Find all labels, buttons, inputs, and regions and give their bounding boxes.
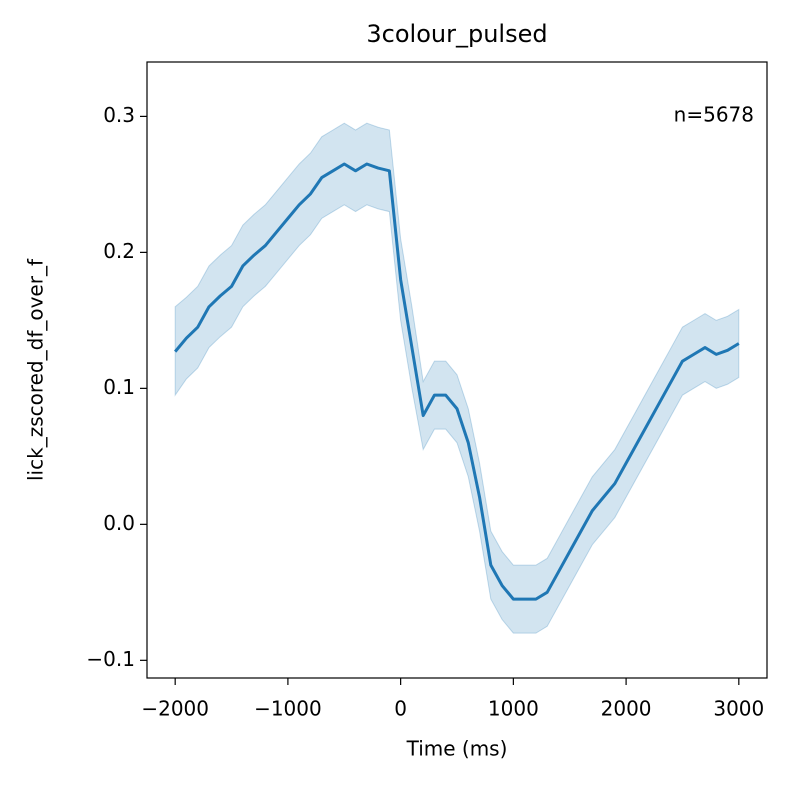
x-tick-label: 2000: [601, 697, 652, 721]
x-tick-label: 1000: [488, 697, 539, 721]
y-tick-label: −0.1: [86, 647, 135, 671]
chart-title: 3colour_pulsed: [366, 20, 547, 48]
y-tick-label: 0.0: [103, 511, 135, 535]
x-tick-label: 3000: [713, 697, 764, 721]
x-tick-label: −1000: [254, 697, 322, 721]
annotation: n=5678: [674, 103, 754, 127]
confidence-band: [174, 122, 740, 634]
x-tick-label: −2000: [141, 697, 209, 721]
y-tick-label: 0.2: [103, 239, 135, 263]
y-axis-label: lick_zscored_df_over_f: [24, 258, 48, 481]
y-tick-label: 0.3: [103, 103, 135, 127]
y-tick-label: 0.1: [103, 375, 135, 399]
x-tick-label: 0: [394, 697, 407, 721]
line: [174, 162, 740, 601]
plot-frame: [146, 61, 768, 679]
x-axis-label: Time (ms): [406, 737, 508, 761]
